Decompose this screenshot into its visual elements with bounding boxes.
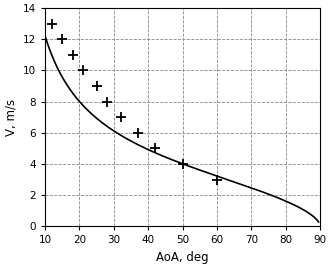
Y-axis label: V, m/s: V, m/s (4, 99, 17, 136)
X-axis label: AoA, deg: AoA, deg (156, 251, 209, 264)
